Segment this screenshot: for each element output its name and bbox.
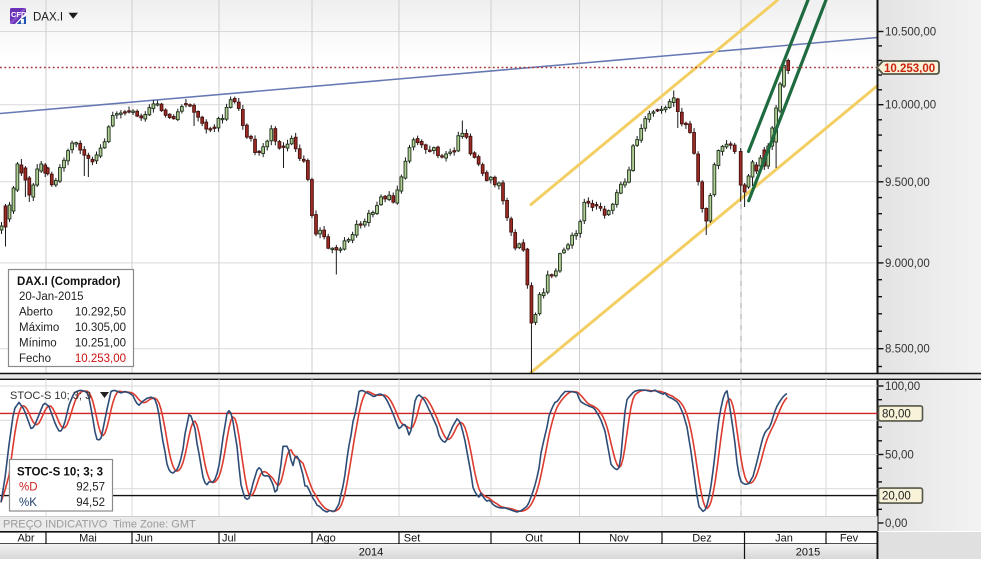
svg-text:10.500,00: 10.500,00 xyxy=(885,27,936,39)
svg-text:92,57: 92,57 xyxy=(76,482,105,494)
svg-text:2014: 2014 xyxy=(359,547,383,559)
svg-text:Jun: Jun xyxy=(135,533,153,545)
svg-text:9.000,00: 9.000,00 xyxy=(885,258,930,270)
svg-text:Mínimo: Mínimo xyxy=(19,338,57,350)
svg-text:Fev: Fev xyxy=(840,533,859,545)
svg-text:CFD: CFD xyxy=(11,10,27,19)
svg-text:20,00: 20,00 xyxy=(882,491,911,503)
svg-text:Out: Out xyxy=(525,533,543,545)
svg-text:100,00: 100,00 xyxy=(885,381,920,393)
svg-text:0,00: 0,00 xyxy=(885,518,907,530)
svg-text:%D: %D xyxy=(19,482,38,494)
svg-text:20-Jan-2015: 20-Jan-2015 xyxy=(19,291,84,303)
svg-text:9.500,00: 9.500,00 xyxy=(885,177,930,189)
svg-text:10.251,00: 10.251,00 xyxy=(75,338,126,350)
svg-text:10.253,00: 10.253,00 xyxy=(75,353,126,365)
svg-text:Nov: Nov xyxy=(609,533,629,545)
svg-text:Jul: Jul xyxy=(222,533,236,545)
svg-text:Jan: Jan xyxy=(775,533,793,545)
svg-text:DAX.I (Comprador): DAX.I (Comprador) xyxy=(17,276,121,288)
svg-text:PREÇO INDICATIVO: PREÇO INDICATIVO xyxy=(3,519,108,531)
svg-text:Máximo: Máximo xyxy=(19,322,59,334)
svg-text:Abr: Abr xyxy=(17,533,34,545)
svg-text:DAX.I: DAX.I xyxy=(33,12,63,24)
svg-text:Fecho: Fecho xyxy=(19,353,51,365)
svg-text:10.305,00: 10.305,00 xyxy=(75,322,126,334)
svg-text:%K: %K xyxy=(19,497,37,509)
svg-text:10.000,00: 10.000,00 xyxy=(885,100,936,112)
svg-text:Ago: Ago xyxy=(316,533,336,545)
svg-text:Set: Set xyxy=(404,533,421,545)
svg-text:Mai: Mai xyxy=(79,533,97,545)
svg-text:2015: 2015 xyxy=(796,547,820,559)
svg-text:8.500,00: 8.500,00 xyxy=(885,344,930,356)
svg-text:Aberto: Aberto xyxy=(19,307,53,319)
svg-text:10.292,50: 10.292,50 xyxy=(75,307,126,319)
svg-text:94,52: 94,52 xyxy=(76,497,105,509)
svg-text:Dez: Dez xyxy=(692,533,712,545)
svg-text:10.253,00: 10.253,00 xyxy=(884,63,935,75)
svg-text:80,00: 80,00 xyxy=(882,408,911,420)
svg-text:Time Zone: GMT: Time Zone: GMT xyxy=(113,519,196,531)
svg-text:STOC-S 10; 3; 3: STOC-S 10; 3; 3 xyxy=(17,467,103,479)
svg-text:50,00: 50,00 xyxy=(885,450,914,462)
svg-text:STOC-S 10; 3; 3: STOC-S 10; 3; 3 xyxy=(10,390,91,402)
